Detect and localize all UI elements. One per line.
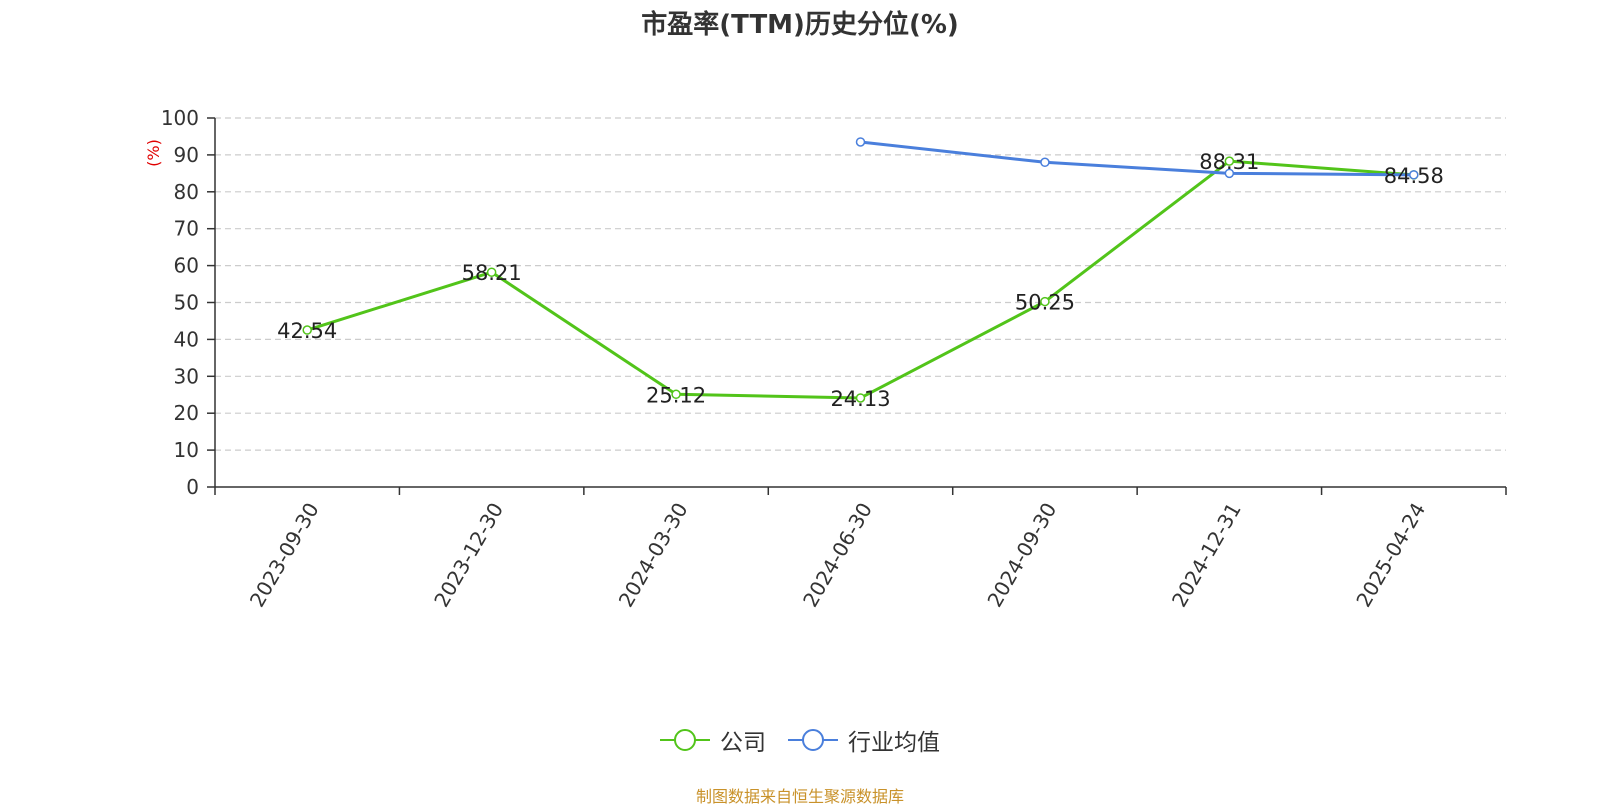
series-point-0 — [671, 389, 681, 400]
axes: 0 10 20 30 40 50 60 70 80 90 100 (%) 2023-09-30 2023-… — [144, 106, 1507, 612]
data-label: 24.13 — [830, 387, 890, 411]
data-label: 50.25 — [1015, 291, 1075, 315]
series-point-0 — [302, 325, 312, 335]
data-label: 84.58 — [1384, 164, 1444, 188]
chart-title: 市盈率(TTM)历史分位(%) — [641, 10, 959, 40]
y-tick-label: 60 — [174, 254, 199, 278]
x-tick-label: 2024-03-30 — [614, 499, 693, 612]
y-tick-label: 80 — [174, 180, 199, 204]
series-point-0 — [1224, 156, 1235, 166]
series-line-1 — [860, 140, 1414, 177]
y-tick-label: 20 — [174, 401, 199, 425]
legend-company-label: 公司 — [720, 730, 766, 756]
data-label: 58.21 — [462, 261, 522, 285]
legend-item-company[interactable]: 公司 — [660, 723, 766, 757]
grid-lines — [215, 117, 1506, 451]
x-tick-label: 2023-12-30 — [429, 498, 508, 611]
x-tick-label: 2024-06-30 — [798, 499, 877, 612]
series-lines — [302, 137, 1419, 403]
series-point-1 — [1224, 168, 1235, 179]
series-point-1 — [855, 137, 866, 147]
data-label: 88.31 — [1199, 150, 1259, 174]
series-point-1 — [1409, 170, 1419, 180]
series-point-1 — [1040, 157, 1050, 168]
y-tick-label: 0 — [186, 475, 199, 499]
y-tick-label: 100 — [161, 106, 199, 130]
x-tick-label: 2024-09-30 — [982, 499, 1061, 612]
data-labels: 42.54 58.21 25.12 24.13 50.25 88.31 84.58 — [277, 150, 1444, 411]
legend-industry-label: 行业均值 — [848, 730, 940, 756]
series-point-0 — [855, 393, 866, 403]
y-tick-label: 30 — [174, 364, 199, 388]
data-label: 25.12 — [646, 383, 706, 407]
x-tick-label: 2023-09-30 — [245, 499, 324, 612]
x-tick-label: 2025-04-24 — [1351, 499, 1430, 612]
y-tick-label: 10 — [174, 438, 199, 462]
series-point-0 — [1040, 296, 1050, 307]
legend-company-line-icon — [660, 729, 710, 751]
source-note: 制图数据来自恒生聚源数据库 — [695, 787, 904, 806]
series-point-0 — [486, 267, 497, 277]
legend-industry-line-icon — [788, 729, 838, 751]
data-label: 42.54 — [277, 319, 337, 343]
y-tick-label: 40 — [174, 327, 199, 351]
legend: 公司 行业均值 — [0, 722, 1600, 758]
legend-item-industry-avg[interactable]: 行业均值 — [788, 723, 940, 757]
y-tick-label: 50 — [174, 291, 199, 315]
y-tick-label: 90 — [174, 143, 199, 167]
x-tick-label: 2024-12-31 — [1167, 499, 1246, 612]
y-tick-label: 70 — [174, 217, 199, 241]
y-axis-label: (%) — [144, 139, 163, 167]
